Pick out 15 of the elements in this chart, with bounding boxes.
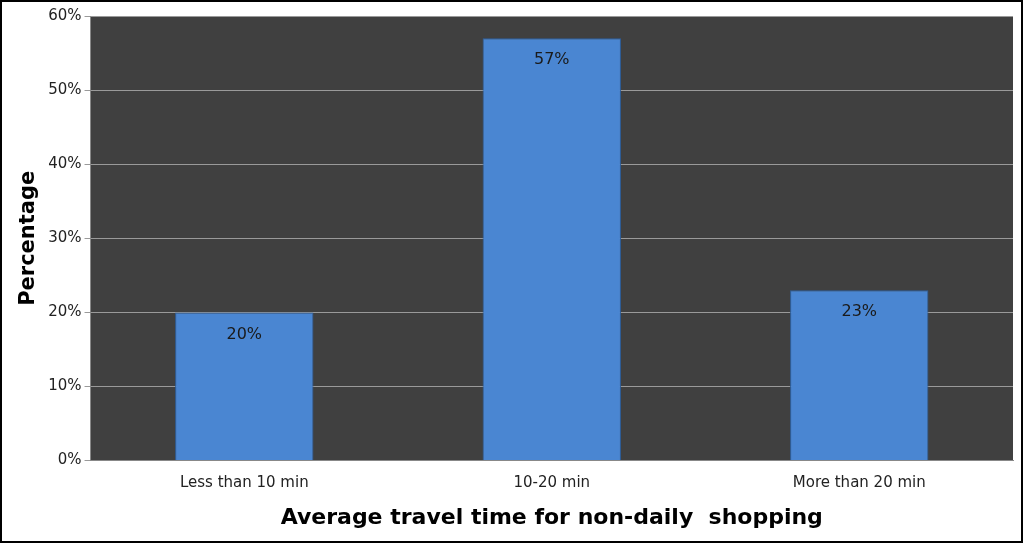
data-label: 23% [841,301,878,321]
y-axis-title: Percentage [15,170,40,306]
x-tick-label: More than 20 min [792,473,926,492]
y-tick-label: 50% [48,79,82,98]
y-tick-label: 60% [48,5,82,24]
x-tick-label: Less than 10 min [179,473,309,492]
x-tick-label: 10-20 min [513,473,591,492]
y-tick-label: 30% [48,228,82,247]
data-label: 20% [226,323,263,343]
x-axis-title: Average travel time for non-daily shopping [280,503,823,529]
data-label: 57% [533,49,570,69]
y-tick-label: 40% [48,154,82,173]
y-tick-label: 10% [48,376,82,395]
y-tick-label: 0% [57,450,82,469]
y-tick-label: 20% [48,302,82,321]
